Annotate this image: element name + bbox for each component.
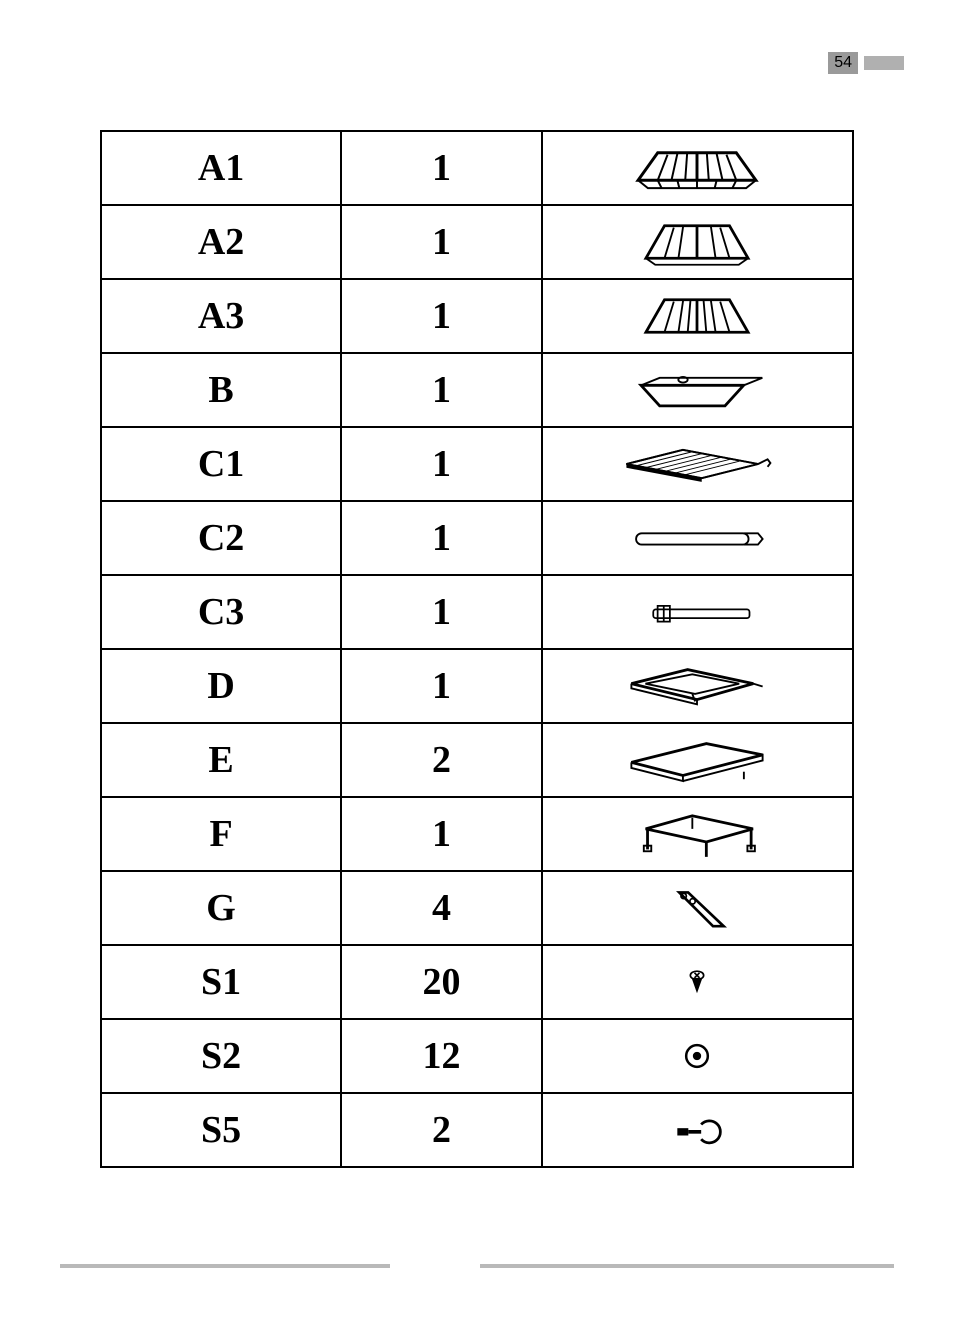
part-code-cell: S2: [101, 1019, 341, 1093]
part-qty-cell: 1: [341, 131, 542, 205]
firepit-guard-bot-icon: [632, 289, 762, 343]
part-image-cell: [542, 797, 853, 871]
table-row: G4: [101, 871, 853, 945]
part-code-cell: C3: [101, 575, 341, 649]
part-qty-cell: 1: [341, 501, 542, 575]
part-code-cell: D: [101, 649, 341, 723]
part-qty-cell: 1: [341, 279, 542, 353]
part-qty-cell: 20: [341, 945, 542, 1019]
part-image-cell: [542, 723, 853, 797]
washer-icon: [672, 1029, 722, 1083]
firepit-guard-mid-icon: [632, 215, 762, 269]
part-qty-cell: 1: [341, 649, 542, 723]
page-number-wrap: 54: [828, 52, 904, 74]
screw-icon: [672, 955, 722, 1009]
part-qty-cell: 4: [341, 871, 542, 945]
part-code-cell: C1: [101, 427, 341, 501]
part-image-cell: [542, 1093, 853, 1167]
part-qty-cell: 1: [341, 427, 542, 501]
leg-icon: [657, 881, 737, 935]
part-code-cell: C2: [101, 501, 341, 575]
part-code-cell: S5: [101, 1093, 341, 1167]
page-number: 54: [828, 52, 858, 74]
part-image-cell: [542, 871, 853, 945]
footer-rule-left: [60, 1264, 390, 1268]
firepit-guard-top-icon: [627, 141, 767, 195]
table-row: E2: [101, 723, 853, 797]
part-code-cell: A1: [101, 131, 341, 205]
part-code-cell: S1: [101, 945, 341, 1019]
part-code-cell: G: [101, 871, 341, 945]
part-image-cell: [542, 649, 853, 723]
part-qty-cell: 1: [341, 205, 542, 279]
table-row: C21: [101, 501, 853, 575]
part-code-cell: A3: [101, 279, 341, 353]
part-qty-cell: 1: [341, 797, 542, 871]
part-image-cell: [542, 131, 853, 205]
table-row: S52: [101, 1093, 853, 1167]
part-image-cell: [542, 945, 853, 1019]
part-qty-cell: 1: [341, 575, 542, 649]
part-qty-cell: 2: [341, 1093, 542, 1167]
part-image-cell: [542, 205, 853, 279]
table-row: F1: [101, 797, 853, 871]
table-row: D1: [101, 649, 853, 723]
table-row: A31: [101, 279, 853, 353]
footer-rule: [60, 1264, 894, 1268]
part-image-cell: [542, 501, 853, 575]
side-panel-icon: [622, 733, 772, 787]
table-row: A11: [101, 131, 853, 205]
part-code-cell: A2: [101, 205, 341, 279]
wrench-icon: [670, 1103, 725, 1157]
page: 54 A11A21A31B1C11C21C31D1E2F1G4S120S212S…: [0, 0, 954, 1338]
part-qty-cell: 1: [341, 353, 542, 427]
part-qty-cell: 12: [341, 1019, 542, 1093]
fire-bowl-icon: [627, 363, 767, 417]
table-frame-icon: [627, 807, 767, 861]
poker-rod-icon: [622, 511, 772, 565]
parts-table: A11A21A31B1C11C21C31D1E2F1G4S120S212S52: [100, 130, 854, 1168]
table-row: S120: [101, 945, 853, 1019]
support-bar-icon: [627, 585, 767, 639]
part-qty-cell: 2: [341, 723, 542, 797]
bowl-frame-icon: [622, 659, 772, 713]
table-row: A21: [101, 205, 853, 279]
part-image-cell: [542, 353, 853, 427]
page-number-tail: [864, 56, 904, 70]
table-row: C11: [101, 427, 853, 501]
footer-rule-right: [480, 1264, 894, 1268]
table-row: C31: [101, 575, 853, 649]
part-image-cell: [542, 427, 853, 501]
part-code-cell: E: [101, 723, 341, 797]
part-image-cell: [542, 1019, 853, 1093]
part-image-cell: [542, 279, 853, 353]
part-image-cell: [542, 575, 853, 649]
grill-plate-icon: [617, 437, 777, 491]
part-code-cell: B: [101, 353, 341, 427]
table-row: B1: [101, 353, 853, 427]
part-code-cell: F: [101, 797, 341, 871]
table-row: S212: [101, 1019, 853, 1093]
